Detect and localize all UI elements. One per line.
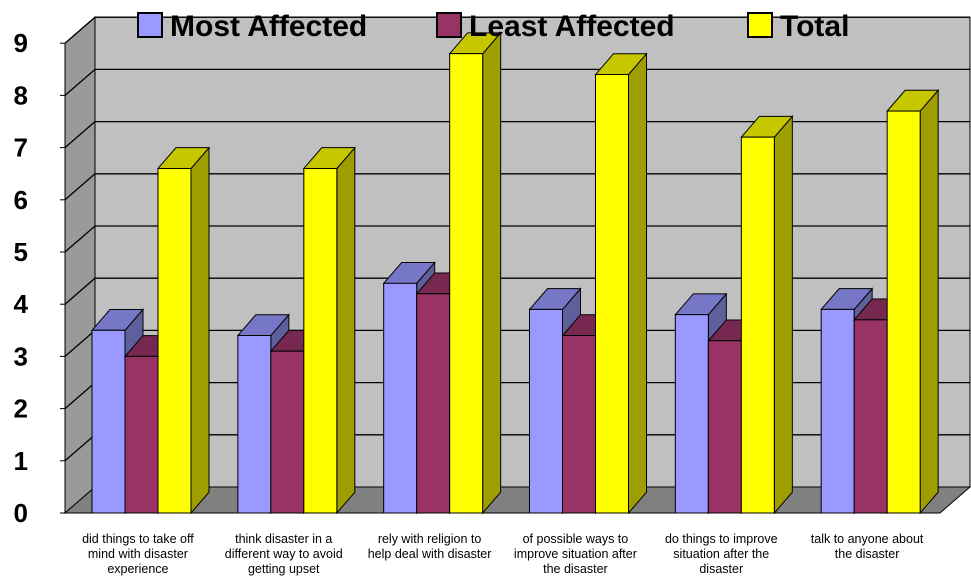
y-tick-label: 9 xyxy=(14,28,28,58)
category-label-line: did things to take off xyxy=(82,532,194,546)
bar-front xyxy=(707,340,742,514)
legend: Most Affected Least Affected Total xyxy=(137,10,849,43)
bar-front xyxy=(595,74,629,514)
category-label-line: disaster xyxy=(699,562,743,576)
category-label-line: the disaster xyxy=(835,547,900,561)
bar-side xyxy=(336,146,356,515)
category-label-line: experience xyxy=(107,562,168,576)
y-tick-label: 5 xyxy=(14,237,28,267)
category-label: did things to take off mind with disaster… xyxy=(82,532,194,576)
category-label: talk to anyone about the disaster xyxy=(811,532,924,561)
gridline xyxy=(64,277,970,305)
bar-total xyxy=(156,146,211,515)
legend-label: Most Affected xyxy=(170,10,367,43)
legend-label: Total xyxy=(780,10,849,43)
bar-front xyxy=(270,350,305,514)
y-axis-ticks: 0 1 2 3 4 5 6 7 8 9 xyxy=(14,28,940,528)
legend-swatch xyxy=(137,12,163,38)
bar-front xyxy=(383,282,418,514)
bar-side xyxy=(919,88,939,515)
category-label-line: help deal with disaster xyxy=(368,547,492,561)
gridline xyxy=(64,225,970,253)
bar-total xyxy=(594,52,648,515)
legend-swatch xyxy=(747,12,773,38)
legend-swatch xyxy=(436,12,462,38)
bar-front xyxy=(303,167,338,514)
bar-front xyxy=(529,308,563,514)
bar-total xyxy=(740,115,794,515)
gridline xyxy=(64,173,970,201)
bar-front xyxy=(449,53,484,514)
bar-front xyxy=(562,335,596,514)
bar-front xyxy=(740,136,775,514)
bar-front xyxy=(416,293,451,514)
bar-front xyxy=(157,167,192,514)
category-label: think disaster in a different way to avoi… xyxy=(225,532,343,576)
bar-front xyxy=(91,329,126,514)
y-tick-label: 1 xyxy=(14,446,28,476)
gridline xyxy=(64,16,970,44)
bar-front xyxy=(237,335,272,514)
y-tick-label: 7 xyxy=(14,133,28,163)
bar-front xyxy=(853,319,888,514)
category-label-line: situation after the xyxy=(673,547,769,561)
bar-total xyxy=(886,88,940,515)
bar-front xyxy=(674,314,709,514)
category-label-line: think disaster in a xyxy=(235,532,332,546)
category-label: do things to improve situation after the d… xyxy=(665,532,778,576)
bar-side xyxy=(482,31,502,515)
category-label: of possible ways to improve situation aft… xyxy=(514,532,637,576)
category-labels: did things to take off mind with disaster… xyxy=(82,532,924,576)
category-label-line: talk to anyone about xyxy=(811,532,924,546)
category-label-line: do things to improve xyxy=(665,532,778,546)
category-label-line: getting upset xyxy=(248,562,320,576)
y-tick-label: 8 xyxy=(14,80,28,110)
category-label: rely with religion to help deal with disa… xyxy=(368,532,492,561)
legend-label: Least Affected xyxy=(469,10,675,43)
y-tick-label: 2 xyxy=(14,394,28,424)
bars xyxy=(90,31,940,515)
y-tick-label: 4 xyxy=(14,289,29,319)
bar-total xyxy=(302,146,356,515)
bar-total xyxy=(448,31,502,515)
category-label-line: rely with religion to xyxy=(378,532,482,546)
gridline xyxy=(64,68,970,96)
bar-front xyxy=(820,308,855,514)
y-tick-label: 3 xyxy=(14,341,28,371)
category-label-line: different way to avoid xyxy=(225,547,343,561)
category-label-line: of possible ways to xyxy=(523,532,629,546)
gridline xyxy=(64,120,970,149)
y-tick-label: 0 xyxy=(14,498,28,528)
bar-front xyxy=(886,110,921,514)
category-label-line: the disaster xyxy=(543,562,608,576)
category-label-line: improve situation after xyxy=(514,547,637,561)
bar-side xyxy=(773,115,793,515)
y-tick-label: 6 xyxy=(14,185,28,215)
bar-front xyxy=(124,355,159,514)
category-label-line: mind with disaster xyxy=(88,547,188,561)
bar-side xyxy=(190,146,210,515)
bar-side xyxy=(628,52,647,515)
